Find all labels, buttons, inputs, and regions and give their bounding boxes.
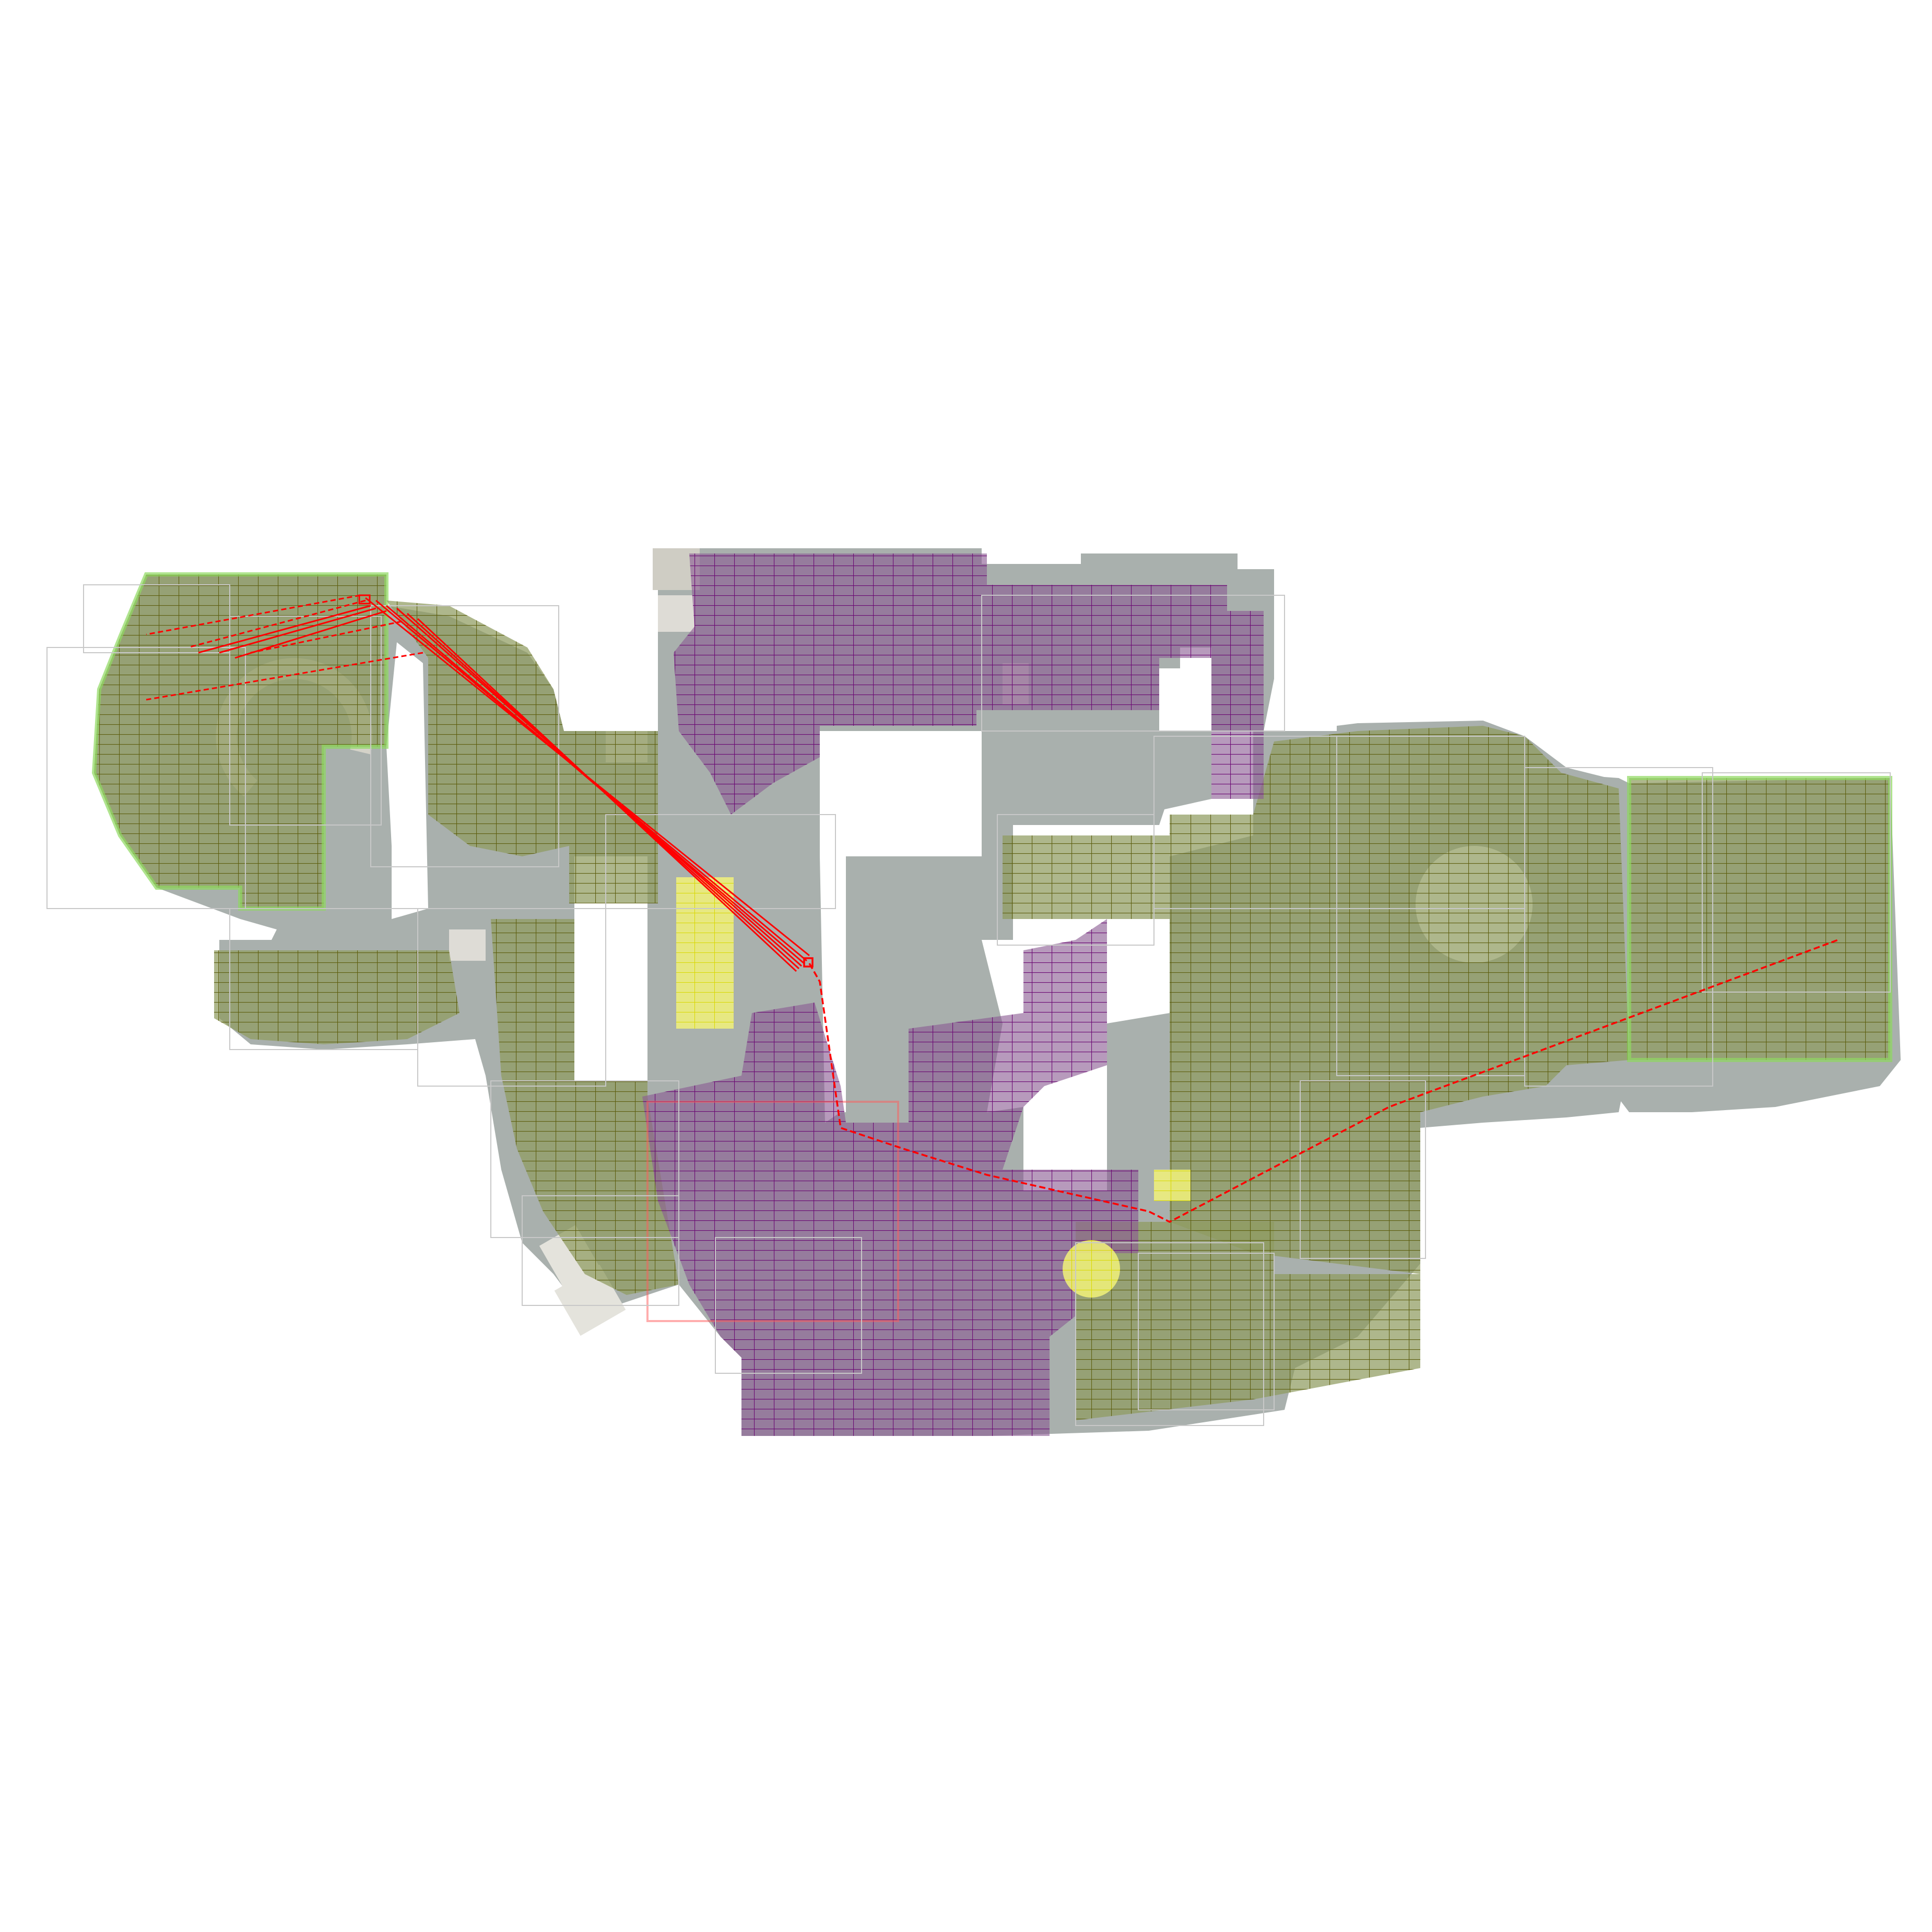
zone-outline [646, 1101, 899, 1322]
bbox-outline [981, 595, 1285, 732]
walkable-area-green [91, 572, 1892, 1420]
red-dashed-path [803, 939, 1839, 1223]
sight-line [146, 652, 423, 701]
yellow-blob [1063, 1240, 1120, 1298]
prop-crate [449, 929, 486, 961]
green-south-ramp [491, 919, 679, 1295]
green-east-room [1627, 776, 1892, 1062]
sight-line [219, 607, 376, 654]
sight-line [146, 594, 361, 635]
floor-inner-hole-2 [574, 856, 647, 1081]
bbox-outline [605, 814, 836, 909]
red-fan-lines [146, 594, 810, 972]
green-south-west [214, 950, 460, 1044]
green-west-corridor [386, 600, 658, 903]
floor-west-loop-hole [386, 642, 428, 919]
bbox-outlines [46, 584, 1891, 1426]
green-center-block [1003, 835, 1170, 919]
bbox-outline [46, 647, 246, 909]
bbox-outline [1300, 1080, 1426, 1259]
purple-north-block [674, 553, 1264, 815]
sight-origin-marker [358, 594, 371, 605]
yellow-cell [1154, 1170, 1191, 1201]
bbox-outline [715, 1237, 862, 1374]
floor-inner-hole [820, 731, 982, 1123]
route-path [808, 939, 1839, 1223]
bbox-outline [417, 908, 606, 1087]
green-east-hall [1170, 726, 1629, 1274]
bbox-outline [1524, 767, 1713, 1087]
green-south-east [1076, 1222, 1420, 1420]
bbox-outline [1702, 772, 1891, 993]
bbox-outline [1075, 1242, 1264, 1426]
bbox-outline [522, 1195, 679, 1306]
bbox-outline [370, 605, 559, 867]
yellow-strip [676, 877, 734, 1029]
bbox-outline [490, 1080, 679, 1238]
sight-line [187, 599, 366, 649]
sight-line [198, 605, 371, 654]
highlighted-cells [676, 877, 1191, 1298]
sight-line [417, 618, 797, 972]
walkable-area-purple [642, 553, 1264, 1436]
bbox-outline [997, 814, 1155, 946]
bbox-outline [1138, 1253, 1275, 1410]
route-node-marker [803, 957, 814, 968]
purple-center-south [642, 919, 1138, 1436]
prop-crate [658, 595, 694, 632]
sight-line [250, 620, 403, 654]
